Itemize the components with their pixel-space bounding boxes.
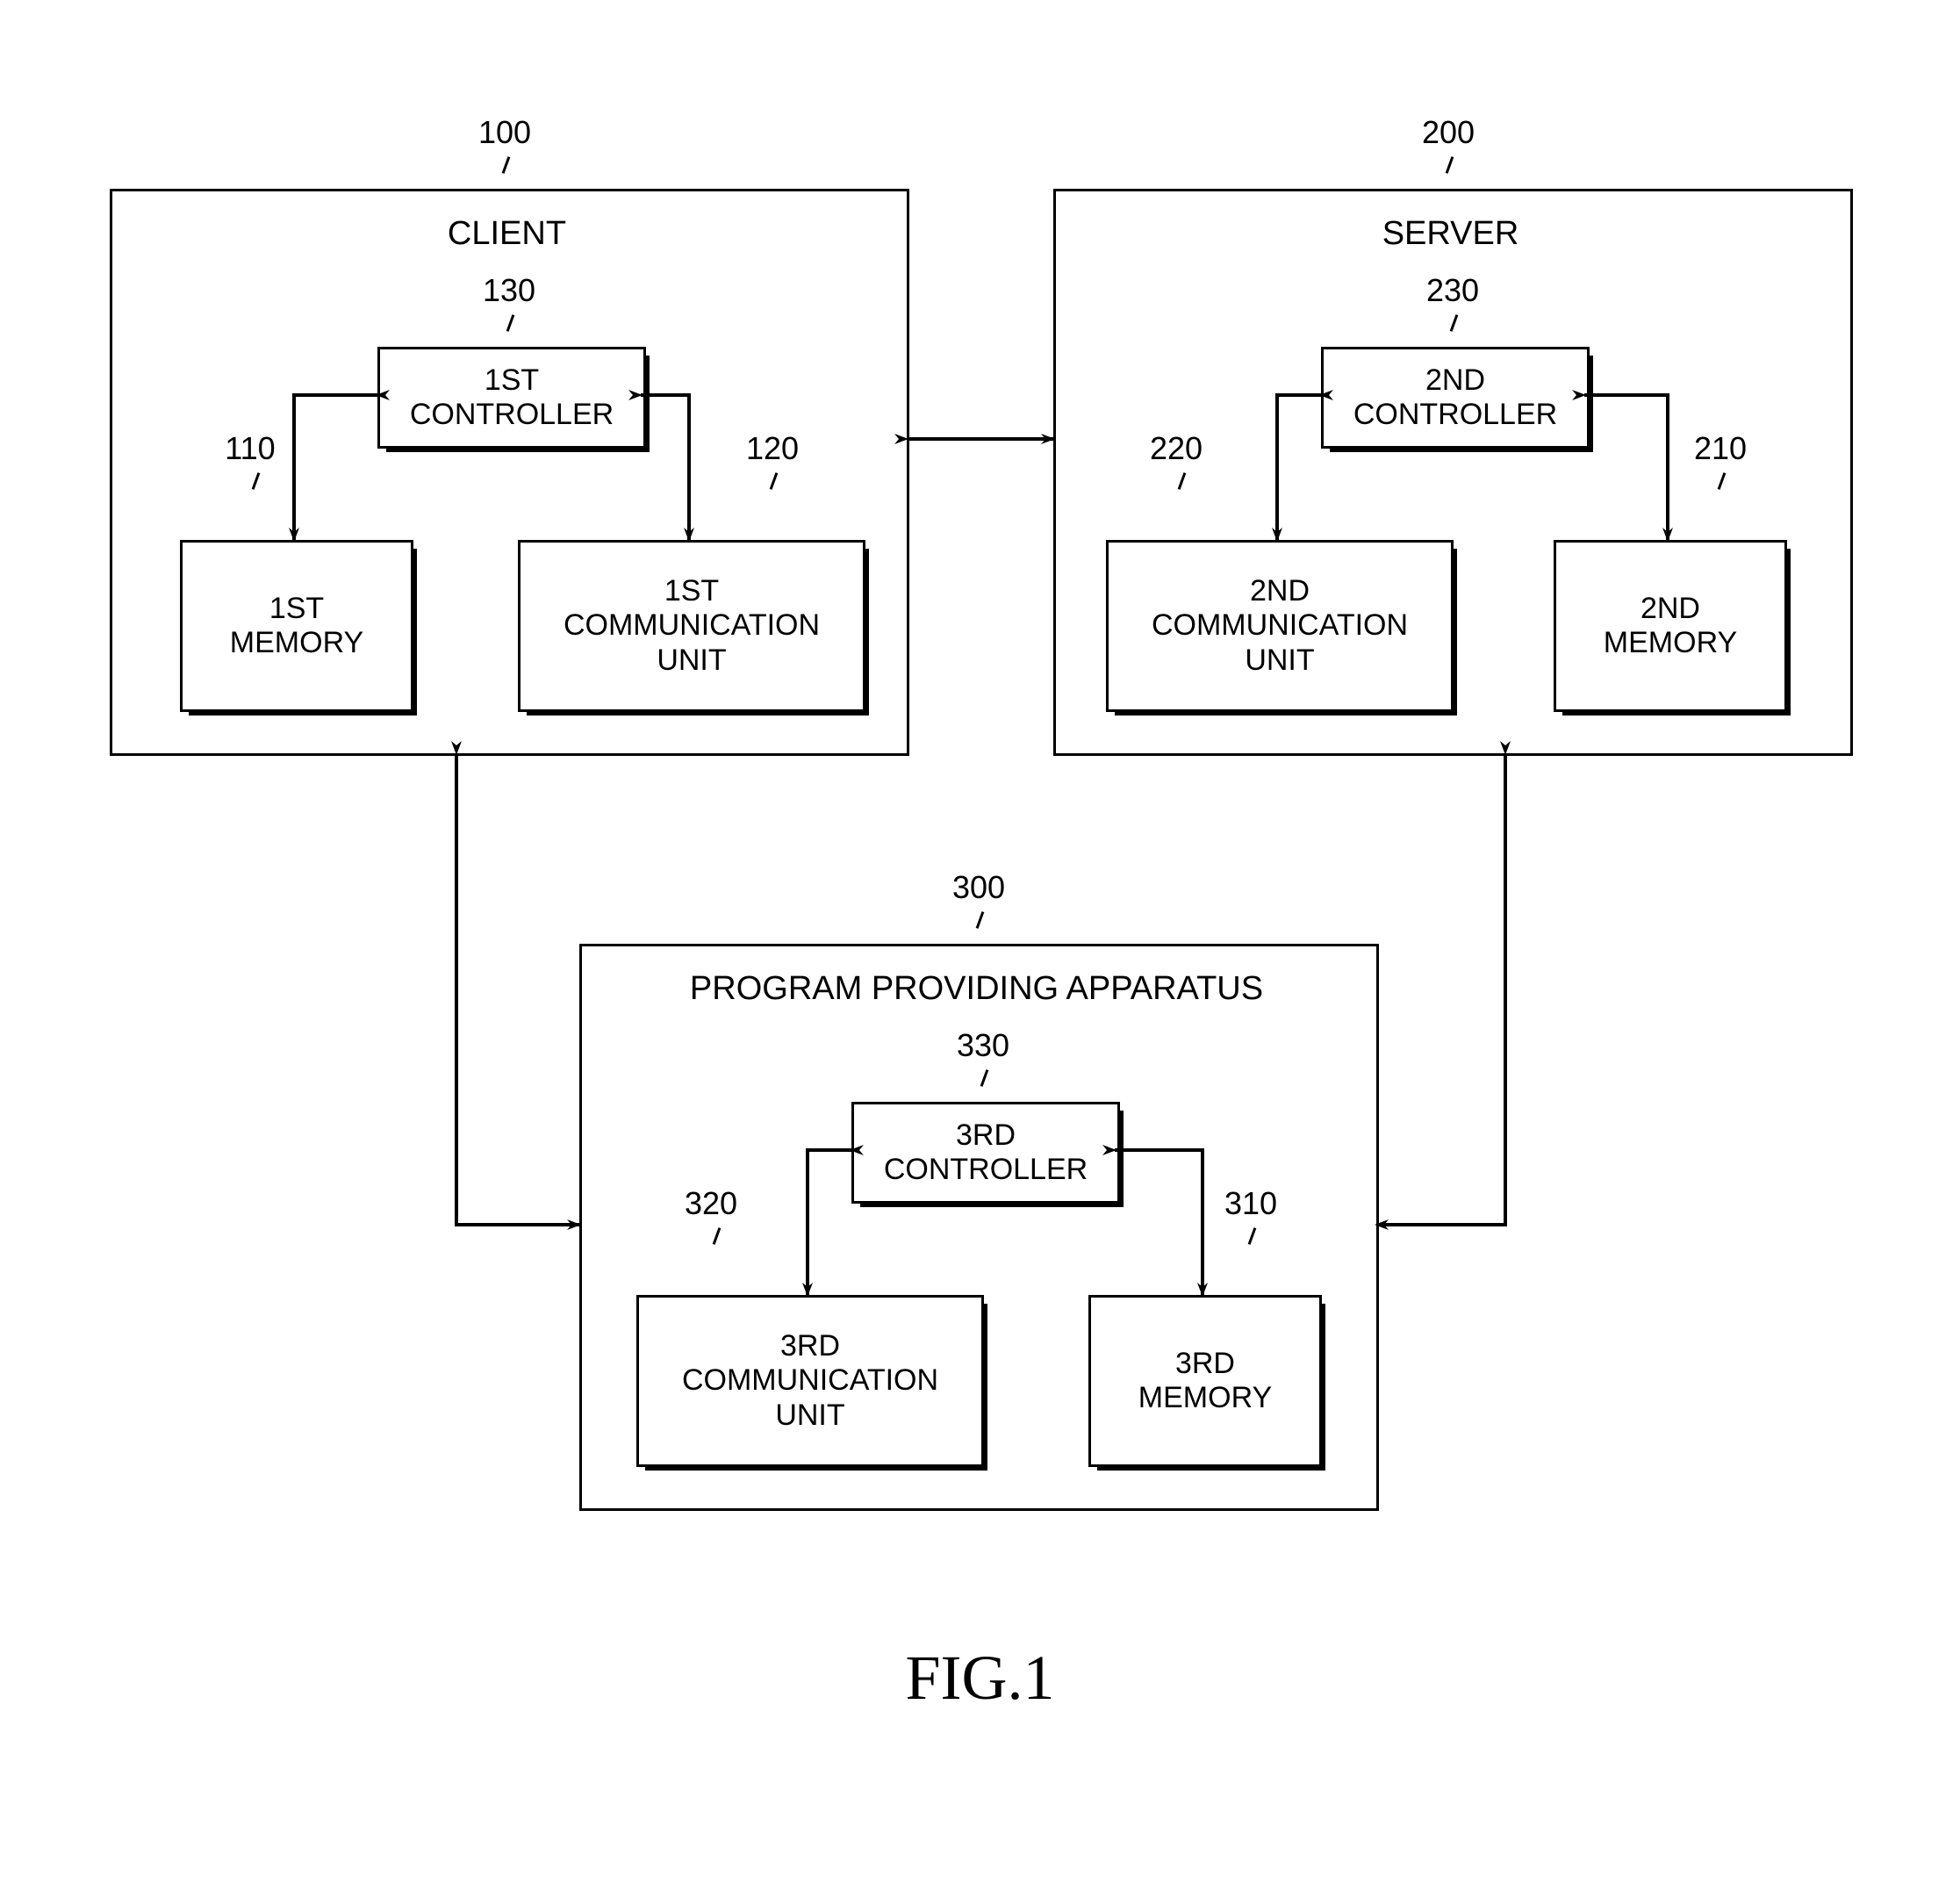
ppa-comm-ref: 320 [667, 1185, 755, 1222]
server-ref: 200 [1404, 114, 1492, 151]
ppa-ref-tick [976, 911, 985, 929]
server-comm-line2: COMMUNICATION [1152, 608, 1408, 643]
client-comm-ref: 120 [729, 430, 816, 467]
figure-caption: FIG.1 [0, 1642, 1960, 1715]
ppa-ref: 300 [935, 869, 1023, 906]
client-comm-line1: 1ST [564, 574, 820, 608]
ppa-comm-line2: COMMUNICATION [682, 1363, 938, 1398]
client-comm-line2: COMMUNICATION [564, 608, 820, 643]
ppa-comm-line3: UNIT [682, 1399, 938, 1433]
ppa-memory-line2: MEMORY [1138, 1381, 1272, 1415]
server-memory-ref: 210 [1676, 430, 1764, 467]
server-memory-box: 2ND MEMORY [1554, 540, 1787, 712]
ppa-memory-box: 3RD MEMORY [1088, 1295, 1322, 1467]
ppa-comm-line1: 3RD [682, 1329, 938, 1363]
ppa-memory-line1: 3RD [1138, 1347, 1272, 1381]
client-controller-line1: 1ST [410, 363, 614, 398]
client-title: CLIENT [110, 215, 904, 253]
ppa-title: PROGRAM PROVIDING APPARATUS [579, 970, 1374, 1008]
server-controller-line2: CONTROLLER [1353, 398, 1557, 432]
client-memory-ref: 110 [206, 430, 294, 467]
ppa-memory-ref: 310 [1207, 1185, 1295, 1222]
server-memory-line1: 2ND [1604, 592, 1737, 626]
client-comm-box: 1ST COMMUNICATION UNIT [518, 540, 865, 712]
client-controller-line2: CONTROLLER [410, 398, 614, 432]
server-memory-line2: MEMORY [1604, 626, 1737, 660]
client-ref-tick [502, 156, 511, 174]
client-ref: 100 [461, 114, 549, 151]
client-controller-box: 1ST CONTROLLER [377, 347, 646, 449]
server-comm-ref: 220 [1132, 430, 1220, 467]
ppa-controller-box: 3RD CONTROLLER [851, 1102, 1120, 1204]
server-controller-line1: 2ND [1353, 363, 1557, 398]
server-controller-box: 2ND CONTROLLER [1321, 347, 1590, 449]
client-controller-ref: 130 [465, 272, 553, 309]
server-title: SERVER [1053, 215, 1848, 253]
ppa-controller-line2: CONTROLLER [884, 1153, 1088, 1187]
client-memory-line2: MEMORY [230, 626, 363, 660]
server-comm-line3: UNIT [1152, 644, 1408, 678]
server-controller-ref: 230 [1409, 272, 1497, 309]
client-memory-box: 1ST MEMORY [180, 540, 413, 712]
server-ref-tick [1446, 156, 1454, 174]
server-comm-line1: 2ND [1152, 574, 1408, 608]
ppa-controller-ref: 330 [939, 1027, 1027, 1064]
diagram-canvas: 100 CLIENT 1ST CONTROLLER 130 1ST MEMORY… [0, 0, 1960, 1877]
ppa-comm-box: 3RD COMMUNICATION UNIT [636, 1295, 984, 1467]
client-comm-line3: UNIT [564, 644, 820, 678]
ppa-controller-line1: 3RD [884, 1118, 1088, 1153]
client-memory-line1: 1ST [230, 592, 363, 626]
server-comm-box: 2ND COMMUNICATION UNIT [1106, 540, 1454, 712]
